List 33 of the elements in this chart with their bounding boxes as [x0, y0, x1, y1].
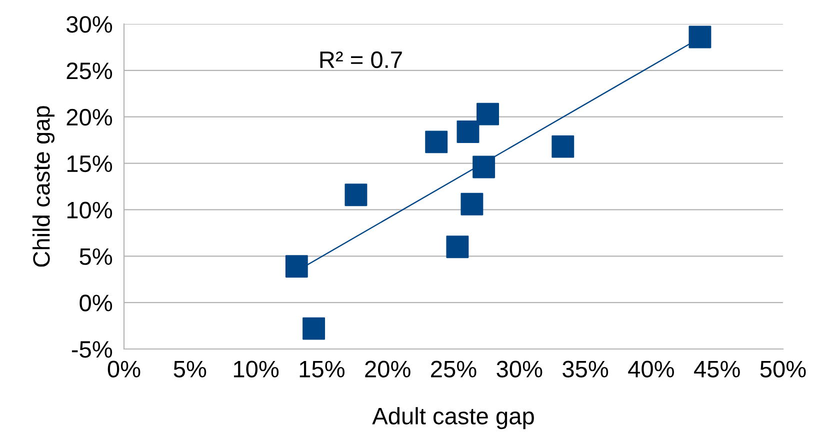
point: [285, 255, 308, 278]
y-tick-label: 5%: [80, 248, 112, 265]
point: [344, 184, 368, 206]
point: [472, 156, 496, 178]
point: [688, 26, 712, 48]
point: [302, 317, 326, 340]
point: [476, 102, 499, 126]
point: [446, 236, 469, 258]
point: [425, 130, 448, 154]
x-tick-label: 0%: [108, 360, 140, 378]
x-tick-label: 35%: [562, 360, 608, 378]
y-tick-label: 20%: [66, 108, 112, 126]
point: [552, 135, 574, 158]
x-tick-label: 45%: [694, 360, 740, 378]
x-tick-label: 15%: [300, 360, 344, 378]
point: [460, 192, 484, 216]
x-tick-label: 20%: [365, 360, 410, 378]
y-tick-label: 15%: [67, 155, 112, 172]
x-tick-label: 25%: [431, 360, 476, 378]
point: [456, 120, 480, 143]
y-tick-label: 0%: [80, 294, 112, 312]
x-tick-label: 40%: [628, 360, 674, 378]
x-axis-title: Adult caste gap: [372, 407, 534, 430]
y-tick-label: 30%: [66, 16, 112, 33]
x-tick-label: 10%: [234, 360, 279, 378]
y-axis-title: Child caste gap: [32, 106, 55, 267]
x-tick-label: 30%: [496, 360, 542, 378]
y-tick-label: -5%: [72, 341, 112, 358]
x-tick-label: 50%: [760, 360, 806, 378]
y-tick-label: 10%: [67, 202, 112, 218]
annotation: R² = 0.7: [320, 51, 402, 68]
y-tick-label: 25%: [66, 62, 112, 80]
x-tick-label: 5%: [174, 360, 206, 378]
